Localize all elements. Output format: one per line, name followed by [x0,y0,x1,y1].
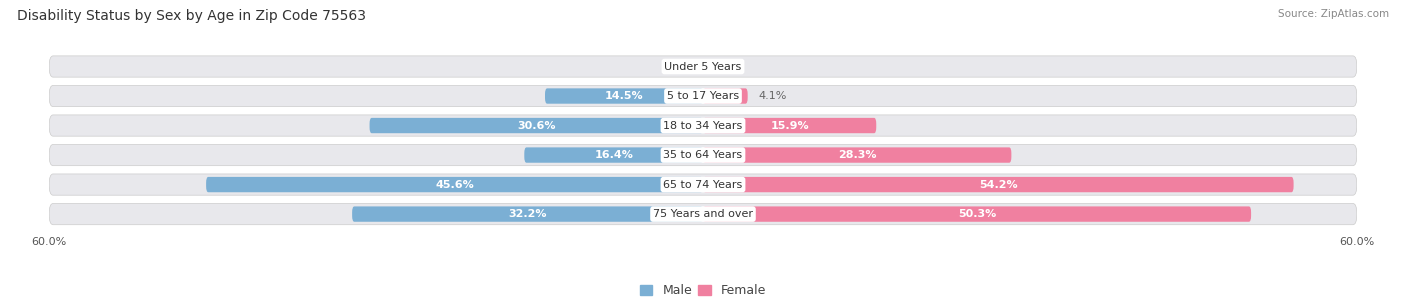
FancyBboxPatch shape [49,145,1357,166]
Text: Under 5 Years: Under 5 Years [665,62,741,71]
FancyBboxPatch shape [352,206,703,222]
FancyBboxPatch shape [703,206,1251,222]
FancyBboxPatch shape [703,147,1011,163]
FancyBboxPatch shape [49,203,1357,225]
Text: 75 Years and over: 75 Years and over [652,209,754,219]
FancyBboxPatch shape [370,118,703,133]
FancyBboxPatch shape [49,174,1357,195]
Text: 50.3%: 50.3% [957,209,997,219]
FancyBboxPatch shape [546,88,703,104]
FancyBboxPatch shape [703,177,1294,192]
Text: 45.6%: 45.6% [436,180,474,190]
Text: 16.4%: 16.4% [595,150,633,160]
Text: 15.9%: 15.9% [770,120,808,131]
Text: 28.3%: 28.3% [838,150,876,160]
Text: 35 to 64 Years: 35 to 64 Years [664,150,742,160]
FancyBboxPatch shape [49,115,1357,136]
Legend: Male, Female: Male, Female [636,279,770,303]
Text: 54.2%: 54.2% [979,180,1018,190]
Text: 14.5%: 14.5% [605,91,644,101]
FancyBboxPatch shape [524,147,703,163]
Text: 4.1%: 4.1% [759,91,787,101]
Text: 0.0%: 0.0% [714,62,742,71]
Text: Source: ZipAtlas.com: Source: ZipAtlas.com [1278,9,1389,19]
Text: Disability Status by Sex by Age in Zip Code 75563: Disability Status by Sex by Age in Zip C… [17,9,366,23]
Text: 18 to 34 Years: 18 to 34 Years [664,120,742,131]
Text: 5 to 17 Years: 5 to 17 Years [666,91,740,101]
Text: 65 to 74 Years: 65 to 74 Years [664,180,742,190]
FancyBboxPatch shape [703,118,876,133]
Text: 32.2%: 32.2% [509,209,547,219]
FancyBboxPatch shape [49,56,1357,77]
FancyBboxPatch shape [49,85,1357,107]
Text: 30.6%: 30.6% [517,120,555,131]
Text: 0.0%: 0.0% [664,62,692,71]
FancyBboxPatch shape [207,177,703,192]
FancyBboxPatch shape [703,88,748,104]
